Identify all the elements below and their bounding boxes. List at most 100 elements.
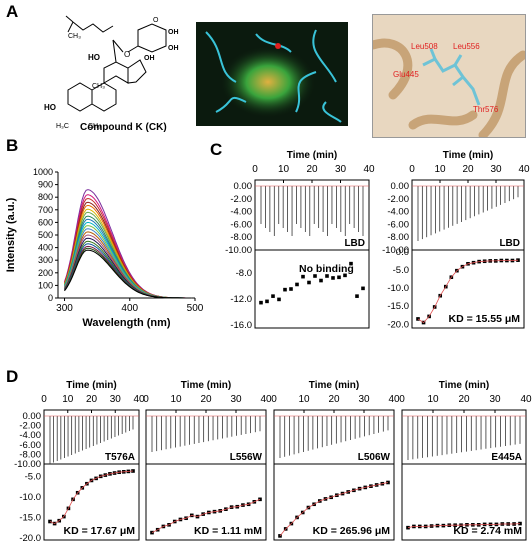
- integrated-heat-frame: [273, 463, 395, 541]
- top-y-tick-label: -8.00: [230, 232, 252, 243]
- data-point: [343, 273, 347, 278]
- x-tick-label: 0: [41, 394, 47, 405]
- bottom-y-tick-label: -5.0: [25, 471, 41, 482]
- residue-label: Glu445: [393, 70, 419, 79]
- y-tick-label: 300: [38, 255, 53, 265]
- bottom-y-tick-label: -8.0: [236, 268, 252, 279]
- x-tick-label: 40: [260, 394, 272, 405]
- x-tick-label: 20: [458, 394, 470, 405]
- data-point: [361, 286, 365, 291]
- top-y-tick-label: -8.00: [387, 232, 409, 243]
- x-tick-label: 30: [489, 394, 501, 405]
- top-y-tick-label: 0.00: [391, 181, 410, 192]
- integrated-heat-frame: [254, 249, 370, 329]
- itc-chart-l506w: Time (min) 0 10 20 30 40 L506W KD = 265.96 μM: [271, 380, 400, 541]
- x-tick-label: 30: [110, 394, 122, 405]
- data-point: [319, 278, 323, 283]
- kd-label: KD = 17.67 μM: [64, 525, 136, 537]
- integrated-heat-frame: [145, 463, 267, 541]
- x-tick-label: 0: [143, 394, 149, 405]
- annotation-label: No binding: [299, 263, 354, 275]
- integrated-heat-frame: [411, 249, 525, 329]
- x-tick-label: 10: [278, 164, 290, 175]
- data-point: [337, 275, 341, 280]
- atom-label: CH₃: [88, 123, 101, 130]
- panel-letter-c: C: [210, 140, 223, 159]
- top-y-tick-label: -2.00: [230, 194, 252, 205]
- atom-label: OH: [168, 45, 179, 52]
- construct-label: L506W: [358, 452, 391, 463]
- y-tick-label: 700: [38, 205, 53, 215]
- x-tick-label: 30: [335, 164, 347, 175]
- x-tick-label: 30: [230, 394, 242, 405]
- atom-label: HO: [44, 103, 56, 112]
- top-y-tick-label: -4.00: [19, 430, 41, 441]
- data-point: [289, 287, 293, 291]
- data-point: [271, 294, 275, 298]
- bottom-y-tick-label: -10.0: [19, 492, 41, 503]
- panel-letter-a: A: [6, 2, 19, 21]
- data-point: [355, 294, 359, 298]
- time-axis-title: Time (min): [439, 380, 489, 391]
- top-y-tick-label: -6.00: [230, 219, 252, 230]
- construct-label: LBD: [499, 238, 520, 249]
- x-tick-label: 10: [298, 394, 310, 405]
- residue-label: Thr576: [473, 105, 499, 114]
- fit-curve: [417, 259, 519, 324]
- top-y-tick-label: -8.00: [19, 449, 41, 460]
- x-tick-label: 20: [306, 164, 318, 175]
- atom-label: O: [124, 50, 130, 59]
- y-tick-label: 100: [38, 280, 53, 290]
- top-y-tick-label: -6.00: [387, 219, 409, 230]
- atom-label: CH₃: [92, 83, 105, 90]
- atom-label: OH: [168, 29, 179, 36]
- x-tick-label: 0: [252, 164, 258, 175]
- y-tick-label: 500: [38, 230, 53, 240]
- data-point: [150, 530, 154, 535]
- top-y-tick-label: -10.00: [382, 245, 409, 256]
- bottom-y-tick-label: -10.0: [387, 283, 409, 294]
- bottom-y-tick-label: -12.0: [230, 294, 252, 305]
- docking-image: [196, 22, 348, 126]
- x-tick-label: 40: [133, 394, 145, 405]
- bottom-y-tick-label: -20.0: [387, 319, 409, 330]
- construct-label: L556W: [230, 452, 263, 463]
- fit-curve: [279, 482, 389, 537]
- x-tick-label: 500: [187, 303, 204, 314]
- itc-chart-l556w: Time (min) 0 10 20 30 40 L556W KD = 1.11 mM: [143, 380, 272, 541]
- panel-letter-d: D: [6, 367, 19, 386]
- construct-label: E445A: [491, 452, 522, 463]
- atom-label: CH₃: [68, 33, 81, 40]
- spectrum-line: [64, 221, 192, 299]
- fit-curve: [151, 498, 261, 533]
- kd-label: KD = 2.74 mM: [453, 525, 522, 537]
- time-axis-title: Time (min): [181, 380, 231, 391]
- bottom-y-tick-label: -15.0: [387, 301, 409, 312]
- atom-label: H₃C: [56, 123, 69, 130]
- data-point: [349, 261, 353, 266]
- integrated-heat-frame: [401, 463, 527, 541]
- top-y-tick-label: 0.00: [234, 181, 253, 192]
- top-y-tick-label: -6.00: [19, 440, 41, 451]
- residue-label: Leu556: [453, 42, 480, 51]
- x-tick-label: 30: [490, 164, 502, 175]
- top-y-tick-label: -10.00: [14, 459, 41, 470]
- x-tick-label: 40: [520, 394, 532, 405]
- fit-curve: [407, 523, 521, 529]
- spectrum-line: [64, 249, 192, 299]
- construct-label: T576A: [105, 452, 135, 463]
- bottom-y-tick-label: 0.0: [396, 247, 409, 258]
- x-tick-label: 0: [409, 164, 415, 175]
- data-point: [516, 258, 520, 262]
- top-y-tick-label: 0.00: [23, 411, 42, 422]
- data-point: [386, 480, 390, 485]
- data-point: [313, 274, 317, 278]
- data-point: [518, 521, 522, 526]
- time-axis-title: Time (min): [66, 380, 116, 391]
- data-point: [277, 297, 281, 302]
- kd-label: KD = 265.96 μM: [313, 525, 391, 537]
- data-point: [259, 300, 263, 305]
- data-point: [301, 274, 305, 279]
- compound-k-structure: HO O O OH OH OH CH₃ CH₃ HO H₃C CH₃: [44, 15, 179, 130]
- spectrum-line: [64, 225, 192, 299]
